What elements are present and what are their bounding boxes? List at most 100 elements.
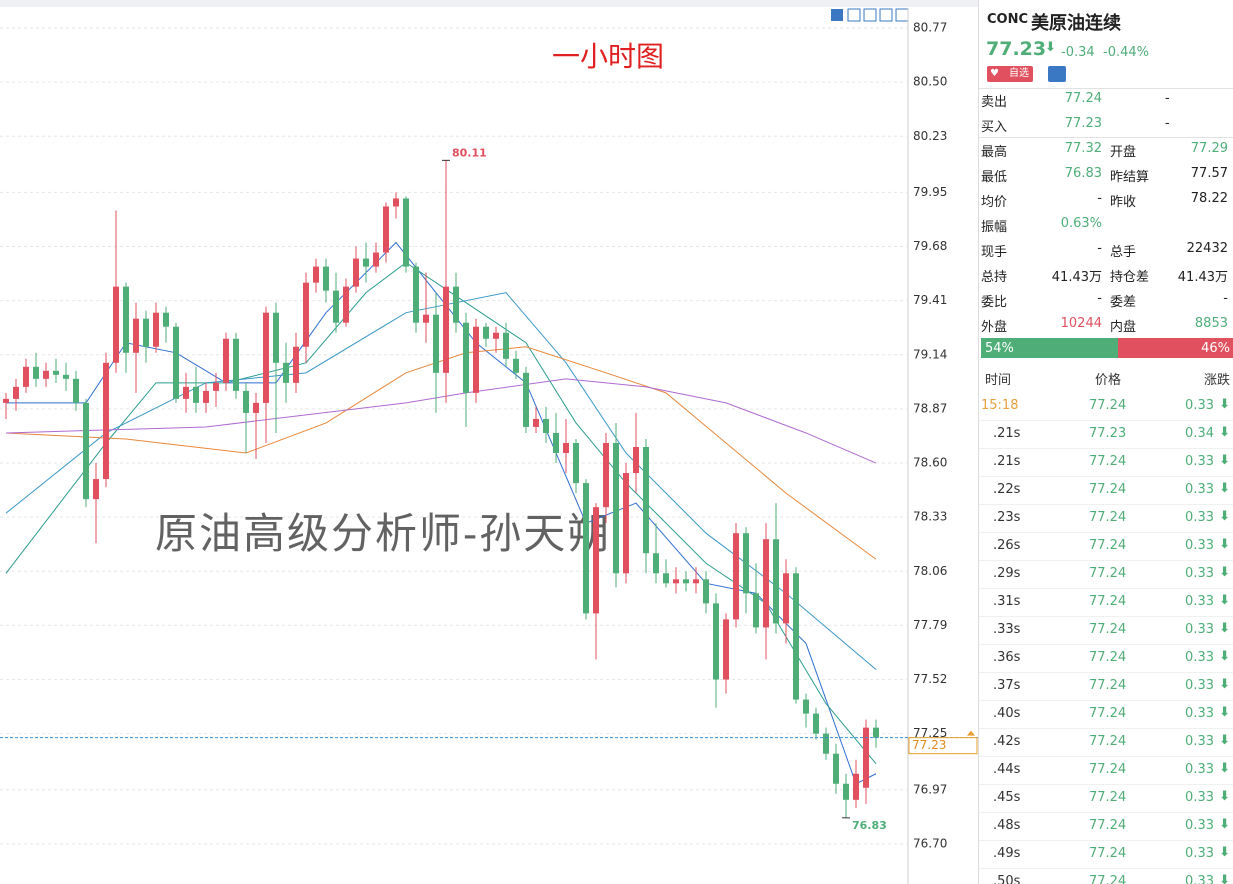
trade-price: 77.24 <box>1089 790 1127 805</box>
row-separator <box>979 700 1233 701</box>
candle-body <box>413 266 419 323</box>
trade-arrow: ⬇ <box>1219 537 1230 552</box>
candle-body <box>773 539 779 624</box>
candle-body <box>163 312 169 327</box>
name: 美原油连续 <box>1031 13 1121 34</box>
candle-body <box>463 322 469 393</box>
tool-icon[interactable] <box>831 9 843 21</box>
candle-body <box>593 507 599 614</box>
trade-price: 77.24 <box>1089 706 1127 721</box>
stat-label: 持仓差 <box>1110 270 1150 285</box>
candle-body <box>393 198 399 207</box>
ratio-label: 46% <box>1201 341 1230 356</box>
trade-time: .22s <box>993 482 1021 497</box>
trade-header: 价格 <box>1095 373 1122 388</box>
candle-body <box>633 447 639 474</box>
candle-body <box>843 783 849 800</box>
trade-change: 0.33 <box>1185 706 1214 721</box>
row-separator <box>979 756 1233 757</box>
stat-value: - <box>1097 291 1102 306</box>
candle-body <box>233 338 239 391</box>
candle-body <box>613 442 619 574</box>
book-label: 卖出 <box>981 95 1008 110</box>
candle-body <box>73 378 79 403</box>
candle-body <box>133 318 139 353</box>
trade-change: 0.33 <box>1185 762 1214 777</box>
candle-body <box>403 198 409 267</box>
candle-body <box>173 326 179 399</box>
trade-change: 0.33 <box>1185 454 1214 469</box>
stat-label: 内盘 <box>1110 320 1137 335</box>
tool-icon[interactable] <box>863 8 877 22</box>
candle-body <box>143 318 149 347</box>
trade-time: .33s <box>993 622 1021 637</box>
candle-body <box>313 266 319 283</box>
chart: 一小时图 80.77 80.50 80.23 79.95 79.68 79.41 79.14… <box>0 0 978 884</box>
moving-average-line <box>5 292 877 670</box>
trade-time: .36s <box>993 650 1021 665</box>
trade-time: .29s <box>993 566 1021 581</box>
candle-body <box>93 479 99 500</box>
watchlist-button[interactable]: 自选 <box>987 66 1033 82</box>
row-separator <box>979 476 1233 477</box>
ratio-bar <box>981 338 1118 358</box>
alert-button[interactable] <box>1048 66 1066 82</box>
quote-panel: CONC 美原油连续 77.23 ⬇ -0.34 -0.44% 自选 ♥ 卖出 77.24- 买入 7… <box>978 0 1233 884</box>
candle-body <box>13 386 19 399</box>
row-separator <box>979 448 1233 449</box>
candle-body <box>643 447 649 554</box>
ratio-label: 54% <box>985 341 1014 356</box>
candle-body <box>663 573 669 584</box>
tool-icon[interactable] <box>847 8 861 22</box>
candle-body <box>43 370 49 379</box>
candle-body <box>453 286 459 323</box>
candle-body <box>263 312 269 403</box>
stat-value: 41.43万 <box>1177 270 1228 285</box>
trade-arrow: ⬇ <box>1219 705 1230 720</box>
stat-label: 现手 <box>981 245 1008 260</box>
candle-body <box>553 432 559 454</box>
candle-body <box>753 593 759 628</box>
trade-change: 0.33 <box>1185 594 1214 609</box>
candle-body <box>63 374 69 379</box>
trade-change: 0.33 <box>1185 846 1214 861</box>
y-tick-label: 78.60 <box>913 456 947 470</box>
y-tick-label: 79.95 <box>913 185 947 199</box>
y-tick-label: 76.97 <box>913 782 947 796</box>
trade-price: 77.24 <box>1089 454 1127 469</box>
trade-change: 0.33 <box>1185 566 1214 581</box>
candle-body <box>733 533 739 620</box>
trade-arrow: ⬇ <box>1219 509 1230 524</box>
candle-body <box>323 266 329 291</box>
stat-value: 22432 <box>1186 241 1228 256</box>
trade-time: .31s <box>993 594 1021 609</box>
trade-change: 0.33 <box>1185 734 1214 749</box>
last-price-box <box>908 737 978 755</box>
candle-body <box>673 579 679 584</box>
book-price: 77.23 <box>1064 116 1102 131</box>
trade-change: 0.33 <box>1185 790 1214 805</box>
trade-change: 0.33 <box>1185 678 1214 693</box>
candle-body <box>783 573 789 624</box>
candle-body <box>223 338 229 383</box>
trade-time: .48s <box>993 818 1021 833</box>
trade-arrow: ⬇ <box>1219 593 1230 608</box>
separator <box>979 88 1233 89</box>
candle-body <box>253 402 259 413</box>
trade-time: .42s <box>993 734 1021 749</box>
tool-icon[interactable] <box>879 8 893 22</box>
extreme-label: 76.83 <box>852 819 887 832</box>
candle-body <box>703 579 709 604</box>
candle-body <box>23 366 29 387</box>
candle-body <box>473 326 479 393</box>
candle-body <box>763 539 769 628</box>
candle-body <box>273 312 279 363</box>
trade-arrow: ⬇ <box>1219 621 1230 636</box>
y-tick-label: 77.25 <box>913 726 947 740</box>
row-separator <box>979 868 1233 869</box>
trade-arrow: ⬇ <box>1219 761 1230 776</box>
trade-price: 77.24 <box>1089 650 1127 665</box>
trade-change: 0.33 <box>1185 398 1214 413</box>
tool-icon[interactable] <box>895 8 909 22</box>
